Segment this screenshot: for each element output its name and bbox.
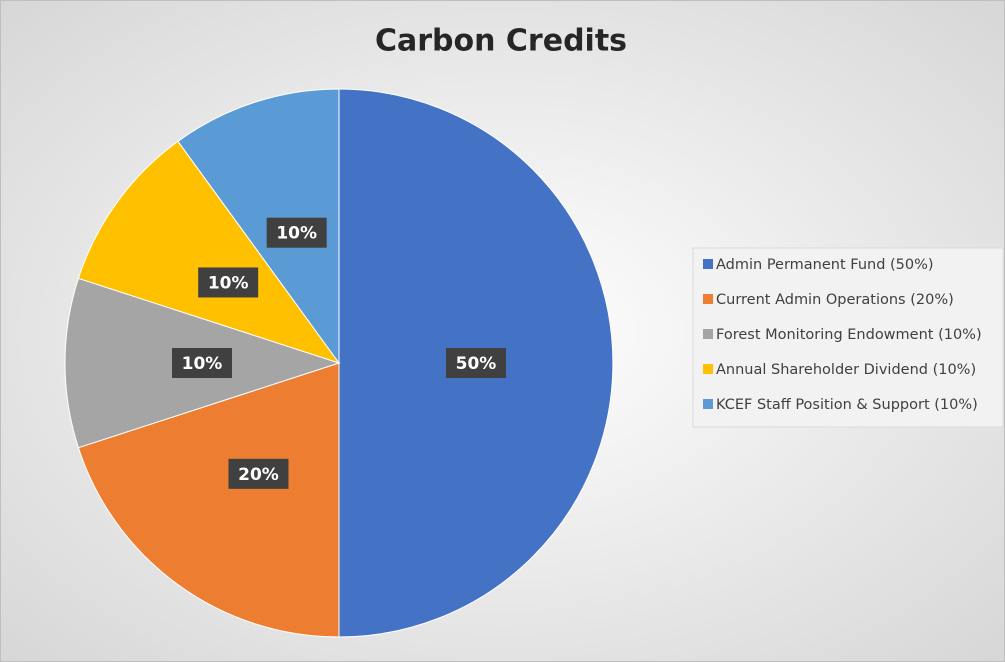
legend-swatch <box>703 259 713 269</box>
legend-swatch <box>703 399 713 409</box>
data-label-box <box>266 217 327 248</box>
data-label-box <box>228 458 289 489</box>
legend-box <box>692 247 1004 428</box>
legend-label: Current Admin Operations (20%) <box>716 292 954 308</box>
data-label: 10% <box>276 224 317 244</box>
data-label: 10% <box>182 354 223 374</box>
legend-swatch <box>703 364 713 374</box>
data-label: 10% <box>208 273 249 293</box>
chart-title: Carbon Credits <box>375 24 627 59</box>
legend-label: Annual Shareholder Dividend (10%) <box>716 362 976 378</box>
legend-label: Forest Monitoring Endowment (10%) <box>716 327 982 343</box>
pie-slice <box>177 88 340 365</box>
pie-slice <box>77 362 340 638</box>
legend-label: Admin Permanent Fund (50%) <box>716 257 934 273</box>
data-label: 20% <box>238 465 279 485</box>
data-label-box <box>198 267 259 298</box>
legend-swatch <box>703 329 713 339</box>
pie-slice <box>77 140 341 364</box>
data-label-box <box>172 348 232 378</box>
data-label-box <box>446 348 506 378</box>
legend-swatch <box>703 294 713 304</box>
data-label: 50% <box>456 354 497 374</box>
legend-label: KCEF Staff Position & Support (10%) <box>716 397 978 413</box>
